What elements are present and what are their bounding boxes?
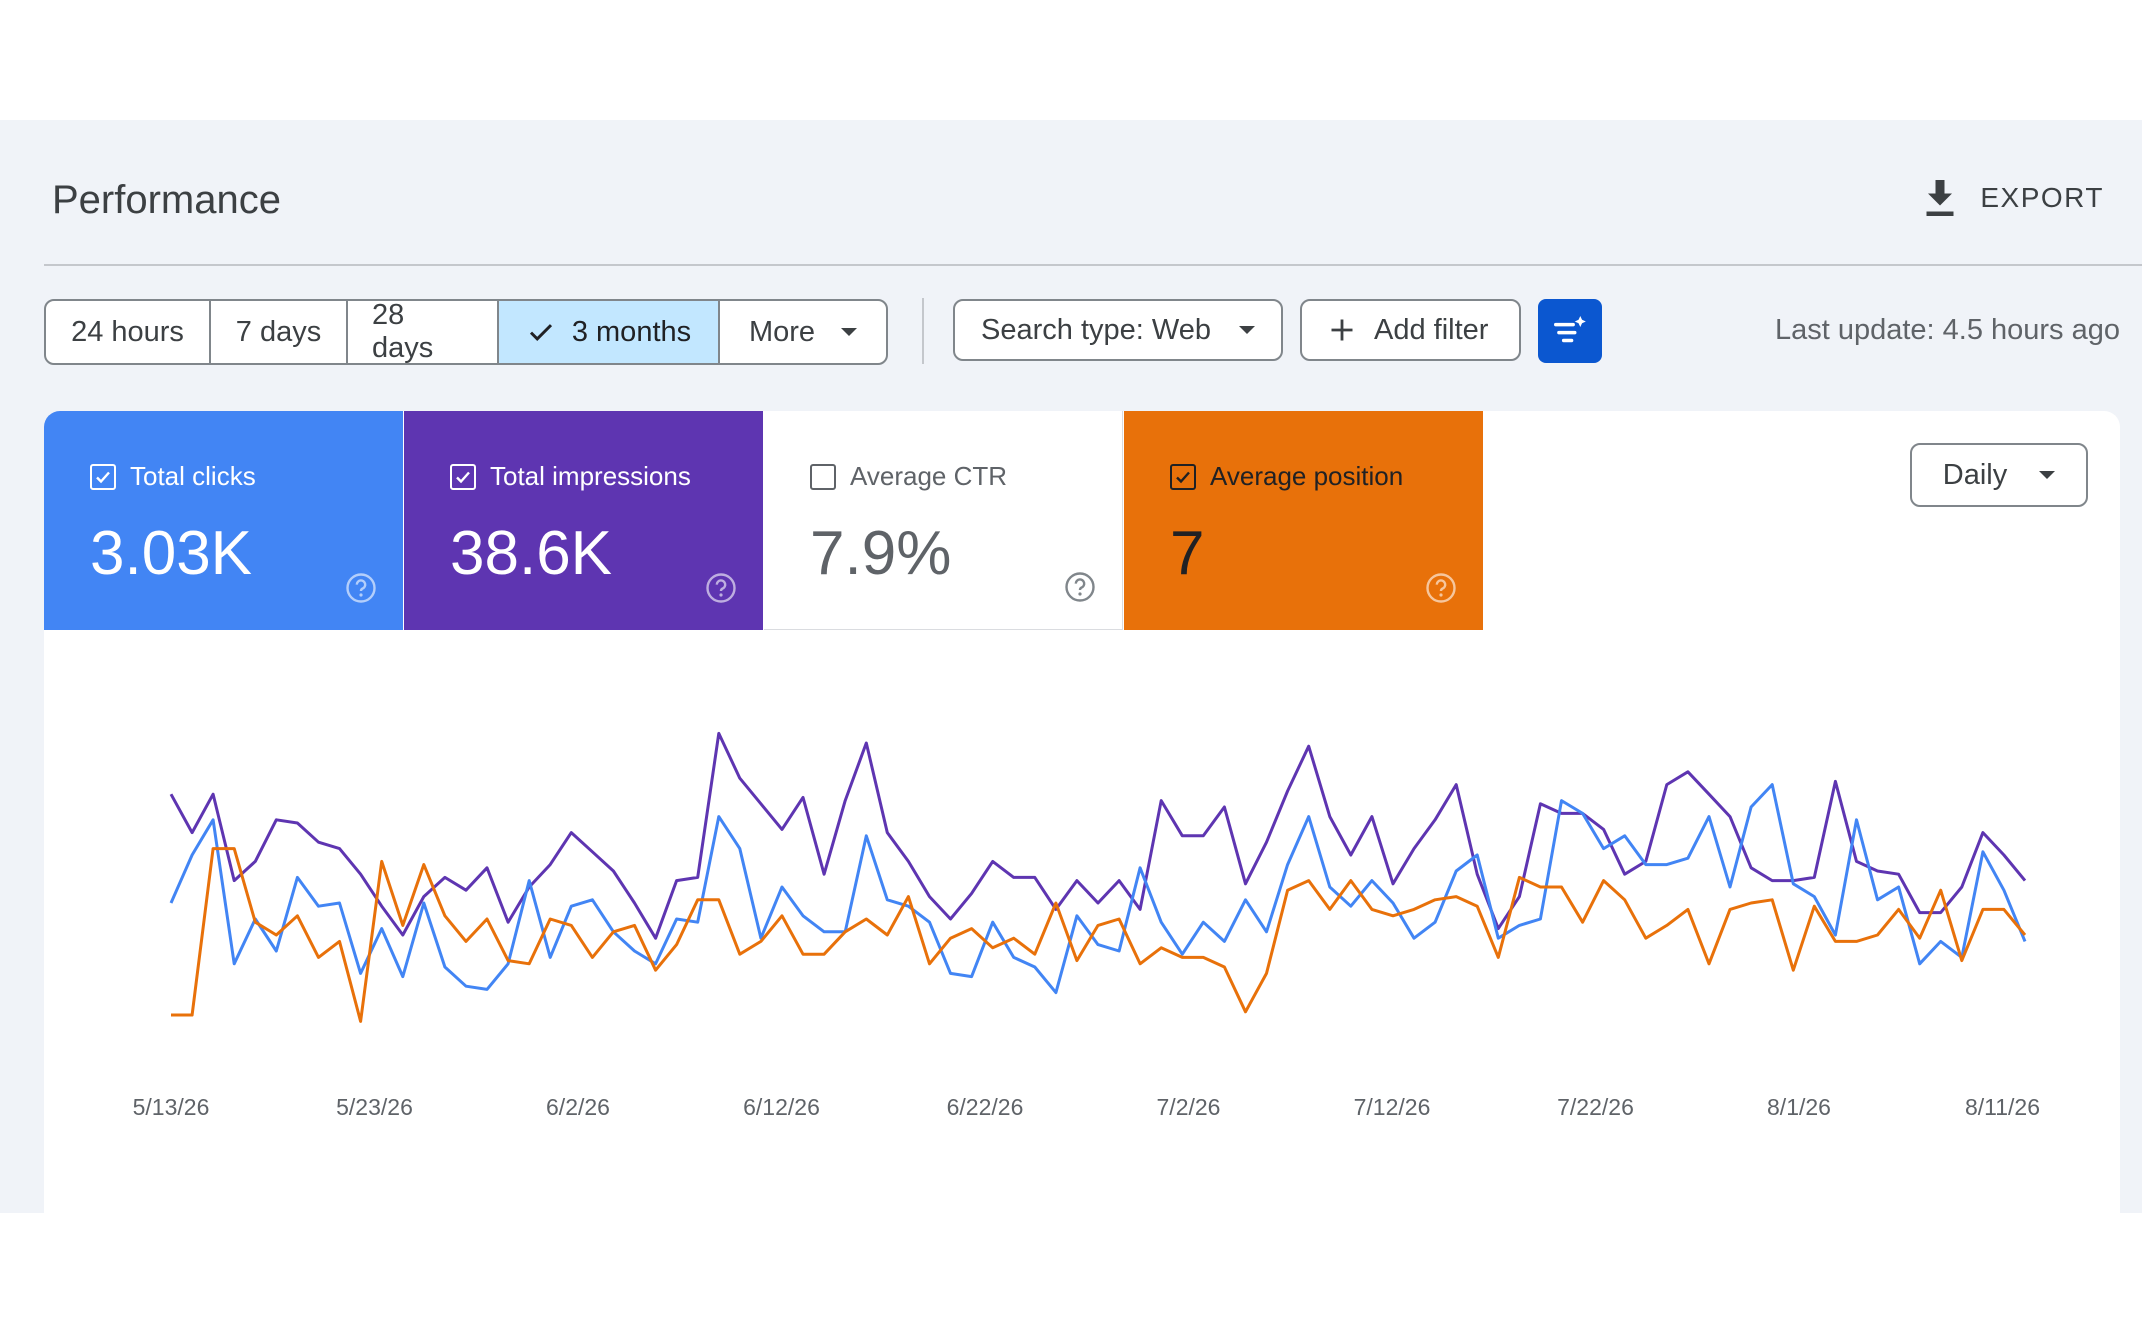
- range-3-months[interactable]: 3 months: [499, 301, 720, 363]
- checkbox-checked-icon[interactable]: [1170, 463, 1196, 490]
- granularity-dropdown[interactable]: Daily: [1910, 443, 2088, 507]
- range-more-dropdown[interactable]: More: [720, 301, 886, 363]
- metric-card-total-impressions[interactable]: Total impressions 38.6K: [404, 411, 763, 630]
- arrow-drop-down-icon: [2039, 471, 2056, 479]
- help-circle-icon[interactable]: [705, 572, 737, 604]
- range-label: 7 days: [235, 315, 322, 348]
- check-icon: [529, 324, 552, 341]
- checkbox-checked-icon[interactable]: [90, 463, 116, 490]
- page-title: Performance: [52, 178, 281, 222]
- metric-card-average-position[interactable]: Average position 7: [1124, 411, 1483, 630]
- series-line-total-clicks: [169, 783, 2027, 995]
- add-filter-button[interactable]: Add filter: [1300, 299, 1521, 361]
- add-filter-label: Add filter: [1374, 313, 1489, 346]
- search-type-filter[interactable]: Search type: Web: [953, 299, 1283, 361]
- export-button[interactable]: EXPORT: [1922, 178, 2104, 218]
- export-label: EXPORT: [1980, 182, 2104, 213]
- help-circle-icon[interactable]: [1064, 571, 1096, 603]
- performance-line-chart: 5/13/26 5/23/26 6/2/26 6/12/26 6/22/26 7/2/26…: [133, 731, 2040, 1120]
- metric-value: 7: [1170, 519, 1205, 588]
- help-circle-icon[interactable]: [345, 572, 377, 604]
- search-type-label: Search type: Web: [981, 313, 1211, 346]
- metric-label: Total clicks: [130, 461, 256, 491]
- help-circle-icon[interactable]: [1425, 572, 1457, 604]
- download-icon: [1926, 180, 1954, 216]
- performance-chart-panel: Total clicks 3.03K Total impressions 38.…: [44, 411, 2120, 1213]
- plus-icon: [1331, 319, 1353, 341]
- range-label: 24 hours: [71, 315, 184, 348]
- metric-card-total-clicks[interactable]: Total clicks 3.03K: [44, 411, 403, 630]
- x-tick-label: 5/13/26: [133, 1094, 210, 1120]
- toolbar-separator: [922, 298, 924, 364]
- metric-label: Average CTR: [850, 461, 1008, 491]
- arrow-drop-down-icon: [1238, 326, 1255, 334]
- checkbox-checked-icon[interactable]: [450, 463, 476, 490]
- arrow-drop-down-icon: [841, 328, 858, 336]
- checkbox-unchecked-icon[interactable]: [810, 463, 836, 490]
- last-update-text: Last update: 4.5 hours ago: [1774, 314, 2120, 346]
- header-divider: [44, 264, 2142, 266]
- range-label: More: [748, 315, 816, 348]
- metric-value: 38.6K: [450, 519, 613, 588]
- metric-value: 7.9%: [810, 519, 952, 588]
- x-tick-label: 6/2/26: [546, 1094, 610, 1120]
- range-24-hours[interactable]: 24 hours: [46, 301, 211, 363]
- x-tick-label: 6/12/26: [743, 1094, 820, 1120]
- x-tick-label: 7/22/26: [1557, 1094, 1634, 1120]
- series-line-average-position: [171, 847, 2027, 1023]
- x-tick-label: 7/2/26: [1157, 1094, 1221, 1120]
- range-label: 3 months: [571, 315, 692, 348]
- x-tick-label: 6/22/26: [947, 1094, 1024, 1120]
- metric-label: Total impressions: [490, 461, 691, 491]
- series-line-total-impressions: [169, 731, 2027, 940]
- x-tick-label: 5/23/26: [336, 1094, 413, 1120]
- date-range-selector: 24 hours 7 days 28 days 3 months More: [44, 299, 888, 365]
- filter-sparkle-icon: [1554, 315, 1586, 343]
- range-28-days[interactable]: 28 days: [348, 301, 499, 363]
- ai-filter-button[interactable]: [1538, 299, 1602, 363]
- x-tick-label: 8/11/26: [1965, 1094, 2040, 1120]
- metric-label: Average position: [1210, 461, 1404, 491]
- granularity-label: Daily: [1942, 458, 2008, 491]
- metric-card-average-ctr[interactable]: Average CTR 7.9%: [764, 411, 1123, 630]
- range-label: 28 days: [372, 299, 434, 364]
- x-tick-label: 8/1/26: [1767, 1094, 1831, 1120]
- metric-value: 3.03K: [90, 519, 253, 588]
- x-tick-label: 7/12/26: [1354, 1094, 1431, 1120]
- range-7-days[interactable]: 7 days: [211, 301, 348, 363]
